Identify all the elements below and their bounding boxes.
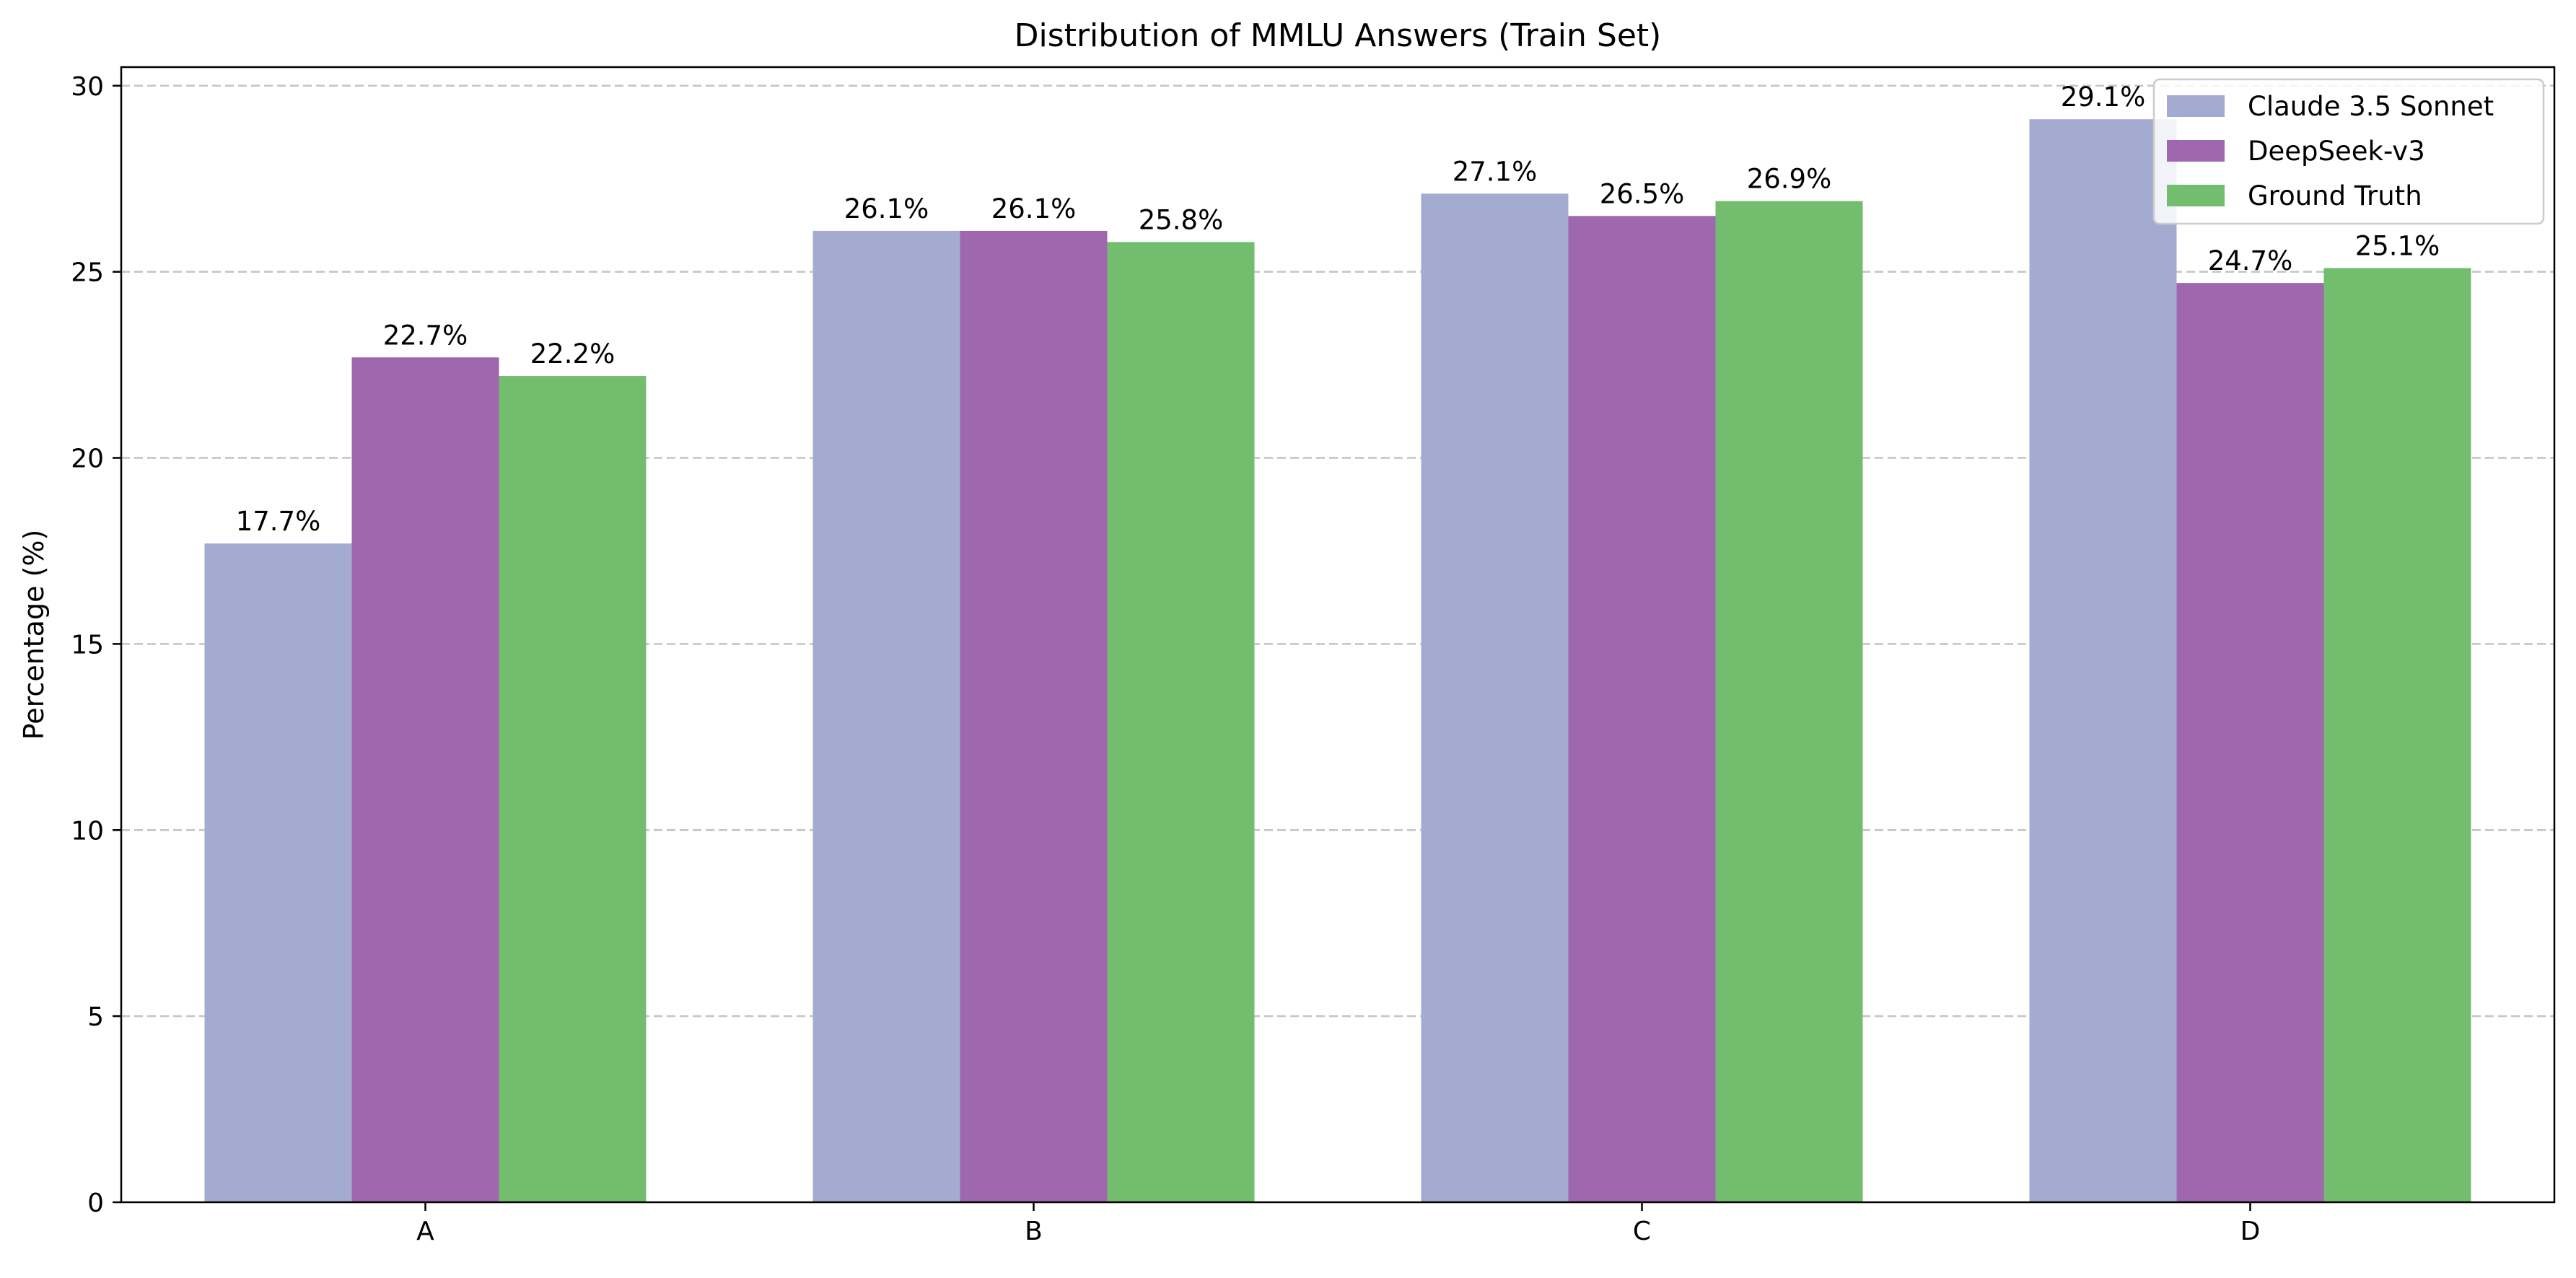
- bar-value-label: 17.7%: [236, 506, 321, 537]
- bar: [2029, 119, 2177, 1203]
- bar: [1421, 193, 1569, 1202]
- x-tick-label: D: [2240, 1217, 2261, 1246]
- bar-value-label: 26.1%: [844, 193, 929, 224]
- bar-value-label: 24.7%: [2208, 245, 2293, 276]
- data-labels: 17.7% 22.7% 22.2% 26.1% 26.1% 25.8% 27.1% 26.5%…: [236, 82, 2440, 537]
- bar-value-label: 26.9%: [1747, 164, 1832, 195]
- bar-value-label: 26.5%: [1600, 178, 1685, 209]
- bar-value-label: 22.2%: [530, 338, 615, 369]
- bar-value-label: 27.1%: [1453, 156, 1538, 187]
- legend: Claude 3.5 Sonnet DeepSeek-v3 Ground Truth: [2152, 78, 2545, 225]
- bar: [960, 230, 1108, 1203]
- legend-entry-label: Ground Truth: [2248, 180, 2422, 211]
- bar: [499, 376, 647, 1203]
- bar: [1107, 242, 1255, 1202]
- bar: [812, 230, 960, 1203]
- axes: 0 5 10 15 20 25 30 A B C D: [71, 72, 2260, 1246]
- legend-entry-label: Claude 3.5 Sonnet: [2248, 91, 2494, 122]
- bar: [351, 357, 499, 1203]
- bar: [1715, 201, 1863, 1203]
- x-tick-label: A: [416, 1217, 434, 1246]
- legend-entry-label: DeepSeek-v3: [2248, 136, 2425, 167]
- y-tick-label: 25: [71, 258, 104, 288]
- legend-box: [2152, 78, 2545, 225]
- plot-frame: [120, 66, 2556, 1204]
- x-tick-label: C: [1633, 1217, 1651, 1246]
- bar: [2176, 283, 2324, 1202]
- legend-swatch: [2167, 185, 2225, 206]
- y-tick-label: 30: [71, 72, 104, 102]
- bar-value-label: 25.1%: [2355, 230, 2440, 261]
- bar: [2323, 268, 2471, 1203]
- bar-value-label: 22.7%: [383, 320, 468, 351]
- bar-value-label: 25.8%: [1139, 204, 1224, 235]
- y-tick-label: 10: [71, 816, 104, 846]
- y-tick-label: 0: [87, 1189, 104, 1218]
- chart-title: Distribution of MMLU Answers (Train Set): [1015, 17, 1662, 54]
- legend-swatch: [2167, 95, 2225, 117]
- x-tick-label: B: [1025, 1217, 1043, 1246]
- bar-value-label: 29.1%: [2061, 82, 2146, 113]
- legend-swatch: [2167, 140, 2225, 162]
- bar: [204, 543, 352, 1202]
- y-tick-label: 15: [71, 630, 104, 660]
- bar-value-label: 26.1%: [991, 193, 1077, 224]
- bar: [1568, 216, 1716, 1203]
- y-tick-label: 5: [87, 1002, 104, 1032]
- y-axis-label: Percentage (%): [18, 530, 50, 740]
- y-tick-label: 20: [71, 445, 104, 474]
- bars: [204, 119, 2471, 1203]
